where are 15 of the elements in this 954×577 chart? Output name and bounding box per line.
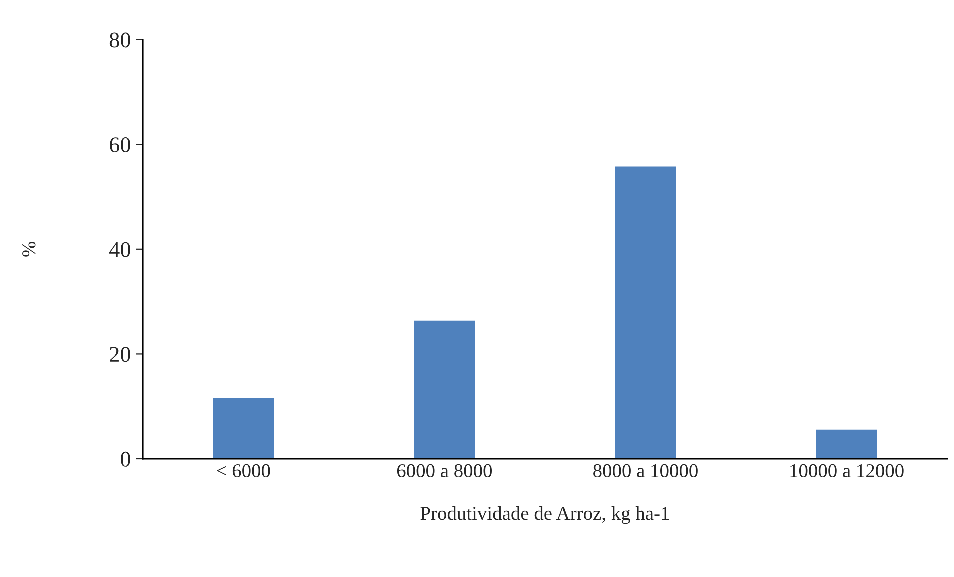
x-tick-label: 10000 a 12000 [790, 464, 904, 478]
bar [614, 165, 678, 460]
x-axis-title: Produtividade de Arroz, kg ha-1 [420, 506, 670, 524]
y-tick-label: 0 [121, 452, 130, 467]
y-tick-label: 80 [110, 32, 130, 48]
y-axis-title: % [22, 242, 36, 257]
y-tick-label: 20 [110, 347, 130, 362]
x-tick-label: 8000 a 10000 [594, 464, 698, 478]
x-tick-label: < 6000 [217, 464, 270, 478]
bar [212, 397, 276, 460]
bar [814, 428, 879, 460]
y-tick-label: 60 [110, 138, 130, 153]
bar [412, 319, 477, 460]
y-tick-label: 40 [110, 242, 130, 258]
x-tick-label: 6000 a 8000 [397, 464, 492, 478]
